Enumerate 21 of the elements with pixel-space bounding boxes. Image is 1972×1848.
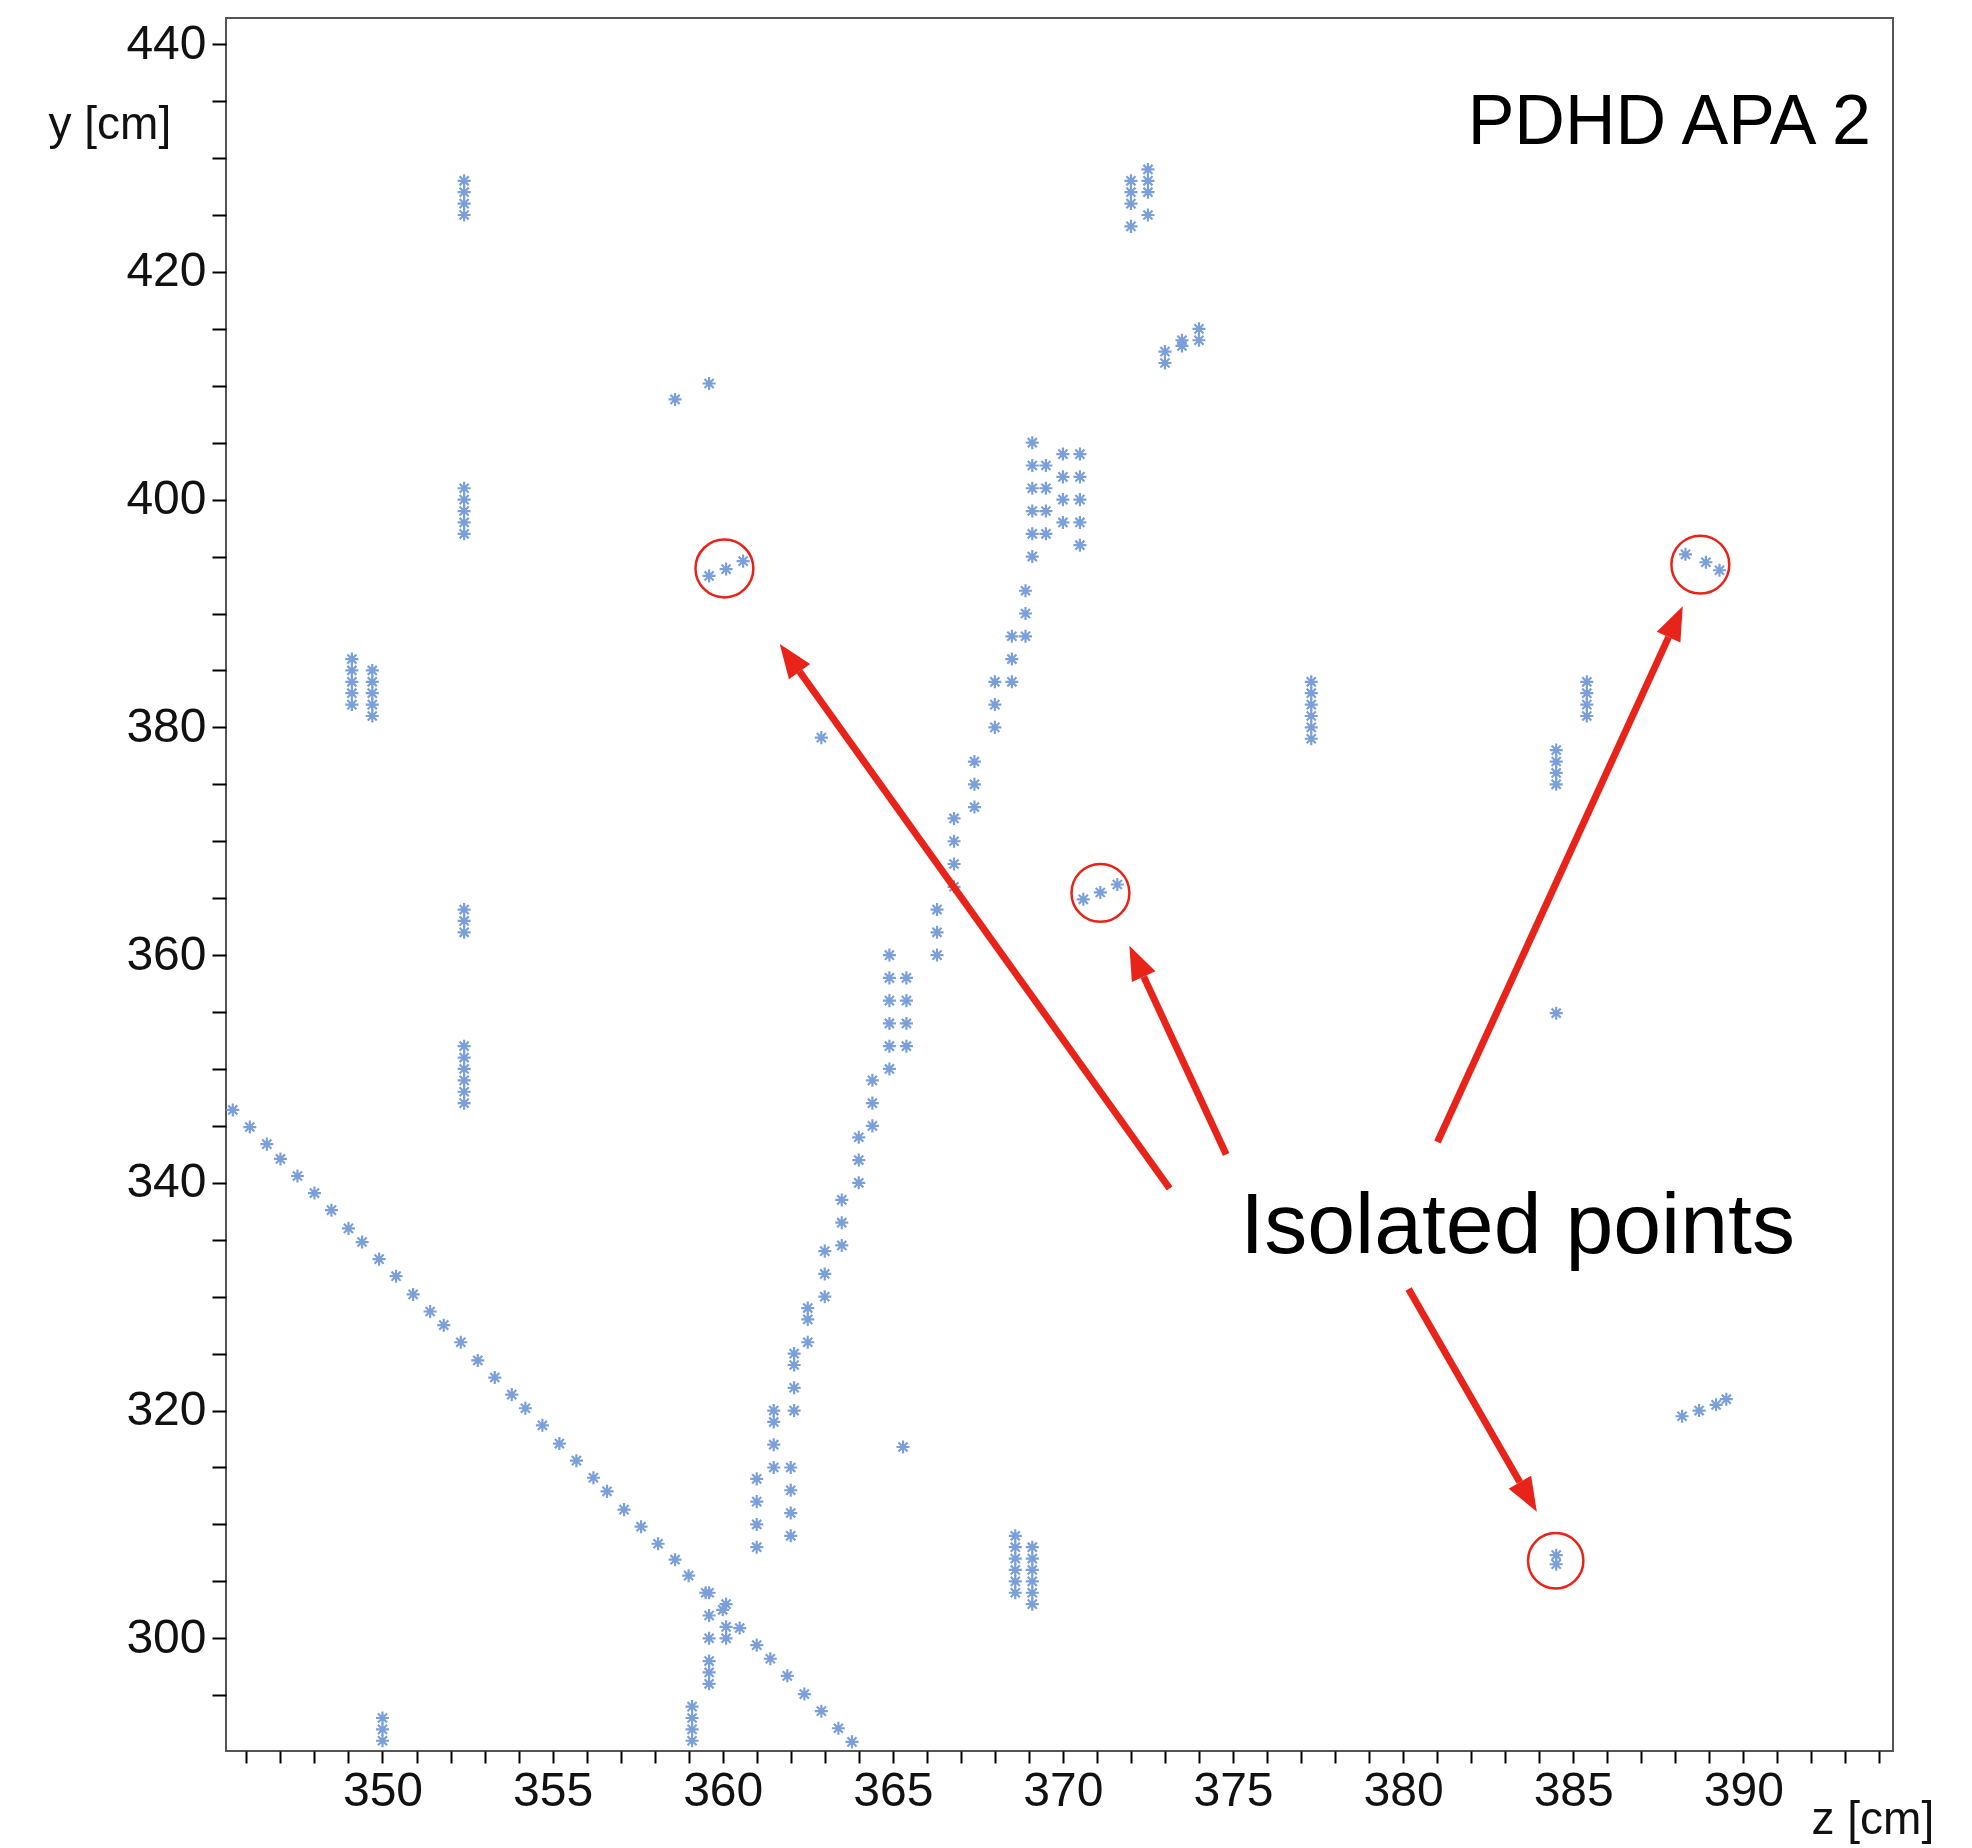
y-tick-label: 320 xyxy=(126,1382,207,1436)
x-tick-label: 375 xyxy=(1193,1762,1274,1816)
x-tick-label: 360 xyxy=(683,1762,764,1816)
annotation: Isolated points xyxy=(1240,1174,1795,1271)
x-tick-label: 385 xyxy=(1533,1762,1614,1816)
x-axis-title: z [cm] xyxy=(1811,1791,1935,1844)
x-tick-label: 370 xyxy=(1023,1762,1104,1816)
y-tick-label: 300 xyxy=(126,1609,207,1663)
x-tick-label: 380 xyxy=(1363,1762,1444,1816)
y-tick-label: 420 xyxy=(126,243,207,297)
x-tick-label: 390 xyxy=(1703,1762,1784,1816)
y-axis-title: y [cm] xyxy=(48,96,172,149)
y-tick-label: 400 xyxy=(126,471,207,525)
x-tick-label: 355 xyxy=(513,1762,594,1816)
x-tick-label: 350 xyxy=(342,1762,424,1816)
annotation: PDHD APA 2 xyxy=(1467,81,1871,159)
x-tick-label: 365 xyxy=(853,1762,934,1816)
y-tick-label: 380 xyxy=(126,698,207,752)
y-tick-label: 360 xyxy=(126,926,207,980)
y-tick-label: 340 xyxy=(126,1154,207,1208)
y-tick-label: 440 xyxy=(126,15,207,69)
